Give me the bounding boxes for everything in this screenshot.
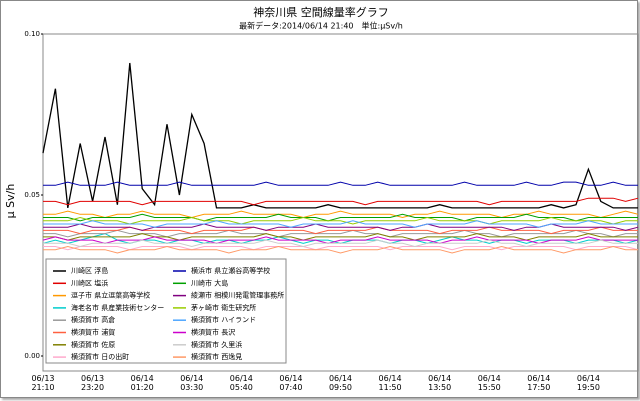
legend-label: 横須賀市 長沢 xyxy=(191,328,235,337)
x-tick-label: 06/14 15:50 xyxy=(477,374,501,392)
x-tick-label: 06/14 17:50 xyxy=(527,374,551,392)
legend-label: 川崎区 浮島 xyxy=(71,266,108,275)
legend-label: 横須賀市 浦賀 xyxy=(71,328,115,337)
legend-label: 逗子市 県立逗葉高等学校 xyxy=(71,291,150,300)
legend-box xyxy=(45,258,287,364)
legend-label: 横須賀市 久里浜 xyxy=(191,340,242,349)
series-line xyxy=(43,216,638,225)
plot-frame xyxy=(42,33,639,372)
series-line xyxy=(43,220,638,228)
series-line xyxy=(42,233,639,244)
legend-label: 横須賀市 日の出町 xyxy=(71,352,129,361)
series-line xyxy=(43,197,639,206)
x-tick-label: 06/14 07:40 xyxy=(279,374,303,392)
legend-label: 横須賀市 佐原 xyxy=(71,340,115,349)
legend-label: 横浜市 県立瀬谷高等学校 xyxy=(191,266,270,275)
x-tick-label: 06/14 09:50 xyxy=(328,374,353,392)
y-axis-label: μ Sv/h xyxy=(4,184,17,219)
x-tick-label: 06/14 03:30 xyxy=(180,374,204,392)
x-tick-label: 06/14 19:50 xyxy=(576,374,600,392)
x-tick-label: 06/14 01:20 xyxy=(130,374,154,392)
series-line xyxy=(43,233,638,241)
chart-subtitle: 最新データ:2014/06/14 21:40 単位:μSv/h xyxy=(239,21,403,31)
x-tick-label: 06/14 11:50 xyxy=(378,374,402,392)
series-line xyxy=(43,239,638,248)
series-line xyxy=(43,246,639,251)
legend-label: 川崎市 大島 xyxy=(191,278,228,287)
y-tick-label: 0.05 xyxy=(24,191,40,199)
legend-label: 川崎区 塩浜 xyxy=(71,278,108,287)
legend-label: 横須賀市 西逸見 xyxy=(191,352,242,361)
series-line xyxy=(43,213,638,222)
y-tick-label: 0.10 xyxy=(24,30,40,38)
x-tick-label: 06/13 21:10 xyxy=(31,374,55,392)
lines xyxy=(42,62,639,254)
legend-label: 茅ヶ崎市 衛生研究所 xyxy=(191,303,256,312)
x-tick-label: 06/13 23:20 xyxy=(81,374,105,392)
legend-label: 横須賀市 ハイランド xyxy=(191,315,256,324)
legend-label: 海老名市 県産業技術センター xyxy=(71,303,164,312)
legend-label: 横須賀市 高倉 xyxy=(71,315,115,324)
y-tick-label: 0.00 xyxy=(24,352,40,360)
x-tick-label: 06/14 05:40 xyxy=(229,374,253,392)
x-tick-label: 06/14 13:50 xyxy=(428,374,452,392)
series-line xyxy=(43,245,638,254)
series-line xyxy=(43,210,639,219)
chart-title: 神奈川県 空間線量率グラフ xyxy=(253,5,389,19)
series-line xyxy=(42,62,638,209)
legend-label: 綾瀬市 相模川発電管理事務所 xyxy=(191,291,284,300)
series-line xyxy=(43,181,638,186)
